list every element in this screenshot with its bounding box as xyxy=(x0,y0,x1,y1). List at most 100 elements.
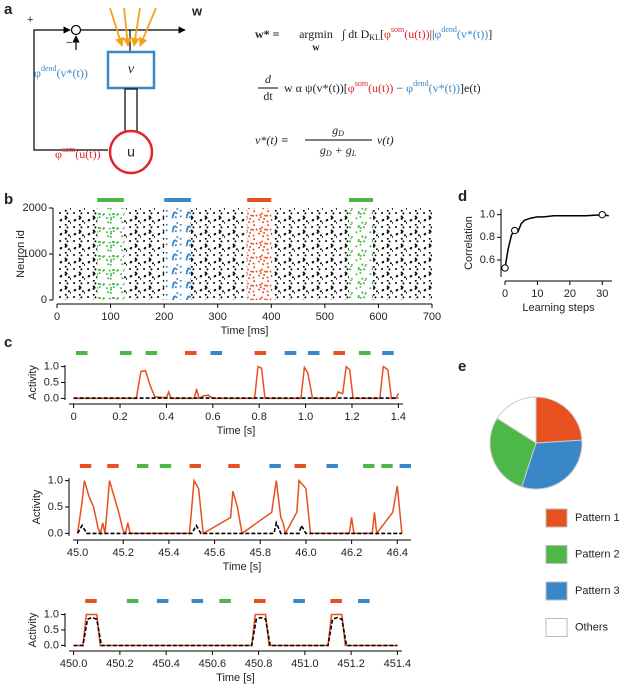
legend-swatch xyxy=(545,618,568,637)
pattern-bar xyxy=(326,464,338,468)
comparator xyxy=(70,24,82,36)
x-axis-label: Time [ms] xyxy=(221,325,269,337)
x-tick-label: 20 xyxy=(564,288,576,300)
x-axis-label: Time [s] xyxy=(217,425,256,437)
pattern-bar xyxy=(358,599,370,603)
x-tick-label: 1.2 xyxy=(344,411,359,423)
pattern-bar xyxy=(284,351,297,355)
y-tick-label: 0.0 xyxy=(44,392,59,404)
x-tick-label: 45.4 xyxy=(158,547,179,559)
marker xyxy=(598,210,606,219)
dendrite-stem xyxy=(124,88,138,132)
frac-num: d xyxy=(265,72,272,86)
series-line xyxy=(73,613,398,647)
y-tick-label: 2000 xyxy=(23,202,47,214)
x-tick-label: 46.2 xyxy=(341,547,362,559)
pattern-band xyxy=(97,208,124,300)
pattern-bar xyxy=(254,351,267,355)
pattern-bar xyxy=(330,599,342,603)
x-tick-label: 0.4 xyxy=(159,411,174,423)
pattern-bar xyxy=(126,599,139,603)
x-axis-label: Time [s] xyxy=(223,561,262,573)
y-tick-label: 1.0 xyxy=(44,608,59,620)
x-tick-label: 450.8 xyxy=(245,658,273,670)
x-tick-label: 0 xyxy=(502,288,508,300)
series-line xyxy=(73,616,398,647)
x-tick-label: 400 xyxy=(262,311,280,323)
pattern-bar xyxy=(85,599,97,603)
x-tick-label: 700 xyxy=(423,311,441,323)
pattern-bar xyxy=(189,464,201,468)
equation-1: w* = xyxy=(255,27,280,41)
pattern-bar xyxy=(294,464,306,468)
pattern-bar xyxy=(247,198,272,202)
pie-slice xyxy=(496,396,537,444)
x-tick-label: 0.2 xyxy=(112,411,127,423)
panel-label: b xyxy=(4,191,13,208)
x-tick-label: 1.0 xyxy=(298,411,313,423)
panel-label: d xyxy=(458,188,467,205)
soma-rate: φsom(u(t)) xyxy=(55,145,101,161)
x-tick-label: 450.0 xyxy=(60,658,88,670)
y-tick-label: 0.8 xyxy=(480,231,495,243)
pattern-bar xyxy=(293,599,305,603)
pie-slice xyxy=(489,417,537,488)
pattern-bar xyxy=(145,351,158,355)
x-tick-label: 0.6 xyxy=(205,411,220,423)
x-tick-label: 300 xyxy=(209,311,227,323)
pattern-bar xyxy=(228,464,240,468)
argmin-sub: w xyxy=(312,42,320,53)
y-axis-label: Activity xyxy=(31,489,43,524)
pattern-bar xyxy=(120,351,132,355)
plus-sign: + xyxy=(27,14,33,26)
soma xyxy=(108,129,154,175)
y-tick-label: 0.5 xyxy=(48,501,63,513)
y-axis-label: Activity xyxy=(27,612,39,647)
x-tick-label: 10 xyxy=(531,288,543,300)
input-arrow xyxy=(138,7,157,47)
marker xyxy=(511,226,519,235)
y-axis-label: Neuron id xyxy=(15,230,27,278)
dendrite-label: v xyxy=(128,62,135,77)
equation-3: v*(t) ≡ xyxy=(255,133,289,147)
y-tick-label: 1.0 xyxy=(480,209,495,221)
pie-slice xyxy=(535,396,583,444)
input-arrow xyxy=(122,7,132,47)
x-tick-label: 45.6 xyxy=(204,547,225,559)
series-line xyxy=(73,365,400,400)
series-line xyxy=(76,478,403,536)
soma-label: u xyxy=(127,144,135,160)
pattern-bar xyxy=(97,198,124,202)
x-tick-label: 200 xyxy=(155,311,173,323)
x-tick-label: 0 xyxy=(71,411,77,423)
panel-label: e xyxy=(458,358,466,375)
feedback-line xyxy=(33,26,108,151)
pattern-bar xyxy=(381,464,393,468)
y-tick-label: 0.5 xyxy=(44,624,59,636)
pattern-bar xyxy=(79,464,92,468)
x-tick-label: 451.2 xyxy=(337,658,365,670)
series-line xyxy=(504,213,609,269)
legend-swatch xyxy=(545,545,568,564)
y-tick-label: 0.5 xyxy=(44,376,59,388)
minus-sign: − xyxy=(66,37,72,49)
pattern-bar xyxy=(210,351,223,355)
y-axis-label: Activity xyxy=(27,365,39,400)
pattern-bar xyxy=(191,599,204,603)
pattern-bar xyxy=(164,198,191,202)
pattern-bar xyxy=(348,198,374,202)
equations: w* = argmin w ∫ dt DKL[φsom(u(t))||φdend… xyxy=(255,25,492,158)
y-axis-label: Correlation xyxy=(463,216,475,270)
x-tick-label: 0 xyxy=(54,311,60,323)
panel-label: a xyxy=(4,1,13,18)
pattern-bar xyxy=(399,464,411,468)
pattern-bar xyxy=(363,464,375,468)
x-tick-label: 500 xyxy=(316,311,334,323)
legend-label: Pattern 1 xyxy=(575,512,620,524)
x-tick-label: 100 xyxy=(101,311,119,323)
pattern-bar xyxy=(269,464,281,468)
legend-label: Pattern 2 xyxy=(575,548,620,560)
weight-label: w xyxy=(191,3,203,18)
y-tick-label: 0.0 xyxy=(48,527,63,539)
